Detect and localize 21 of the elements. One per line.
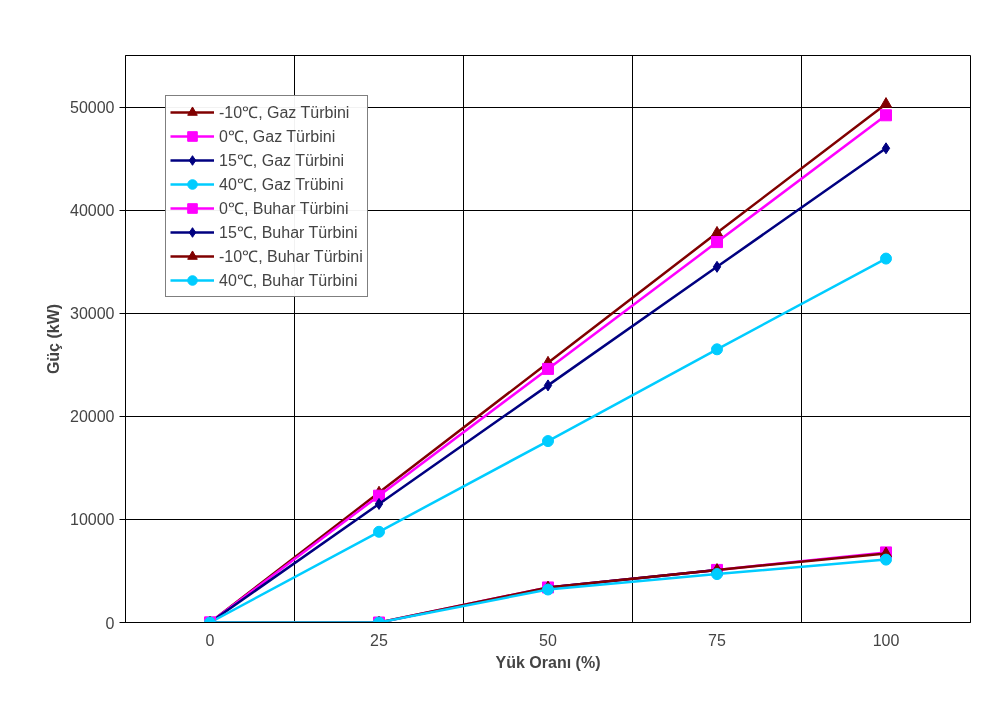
legend-label: -10℃, Gaz Türbini: [219, 103, 350, 123]
y-axis-title: Güç (kW): [45, 303, 63, 375]
legend-label: 0℃, Buhar Türbini: [219, 199, 349, 219]
legend-label: 15℃, Gaz Türbini: [219, 151, 345, 171]
legend-label: 15℃, Buhar Türbini: [219, 223, 358, 243]
x-tick-label: 0: [205, 631, 215, 649]
y-tick-label: 10000: [70, 511, 115, 529]
x-axis-title: Yük Oranı (%): [495, 653, 601, 671]
x-tick-label: 100: [872, 631, 900, 649]
x-tick-label: 75: [708, 631, 726, 649]
y-tick-label: 50000: [70, 99, 115, 117]
legend-label: 0℃, Gaz Türbini: [219, 127, 336, 147]
x-tick-label: 50: [539, 631, 557, 649]
y-tick-label: 40000: [70, 202, 115, 220]
legend-label: -10℃, Buhar Türbini: [219, 247, 363, 267]
y-tick-label: 30000: [70, 305, 115, 323]
legend-label: 40℃, Buhar Türbini: [219, 271, 358, 291]
y-tick-label: 0: [105, 614, 115, 632]
y-tick-label: 20000: [70, 408, 115, 426]
x-tick-label: 25: [370, 631, 388, 649]
legend-label: 40℃, Gaz Trübini: [219, 175, 344, 195]
